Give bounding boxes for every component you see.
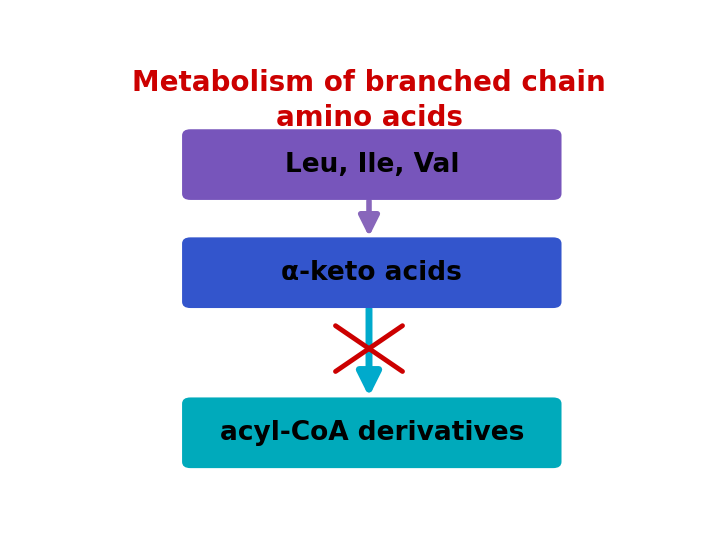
- Text: Metabolism of branched chain
amino acids: Metabolism of branched chain amino acids: [132, 69, 606, 132]
- FancyBboxPatch shape: [182, 129, 562, 200]
- Text: Leu, Ile, Val: Leu, Ile, Val: [284, 152, 459, 178]
- Text: acyl-CoA derivatives: acyl-CoA derivatives: [220, 420, 524, 446]
- FancyBboxPatch shape: [182, 238, 562, 308]
- FancyBboxPatch shape: [182, 397, 562, 468]
- Text: α-keto acids: α-keto acids: [282, 260, 462, 286]
